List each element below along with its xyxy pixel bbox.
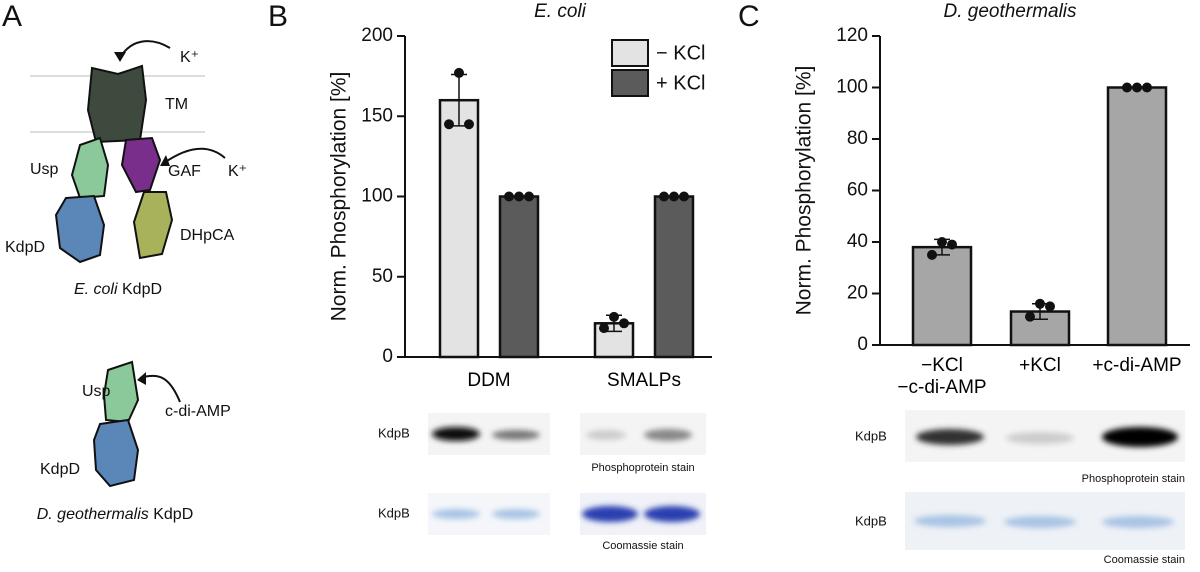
bar bbox=[911, 245, 973, 347]
x-tick-label: −KCl −c-di-AMP bbox=[897, 355, 987, 398]
diagram-label: TM bbox=[165, 96, 188, 113]
diagram-label: GAF bbox=[168, 163, 201, 180]
y-axis-label: Norm. Phosphorylation [%] bbox=[793, 66, 816, 316]
bar bbox=[1106, 86, 1168, 347]
legend-swatch bbox=[611, 69, 649, 97]
bar bbox=[438, 98, 480, 359]
diagram-label: K⁺ bbox=[228, 163, 247, 180]
gel-images bbox=[428, 410, 1185, 550]
data-point bbox=[504, 191, 514, 202]
diagram-label: c-di-AMP bbox=[165, 403, 231, 420]
gel-row-label: KdpB bbox=[378, 425, 410, 440]
gel-row-label: KdpB bbox=[855, 428, 887, 443]
data-point bbox=[609, 311, 619, 322]
x-tick-label-box: +c-di-AMP bbox=[1092, 355, 1182, 376]
data-point bbox=[1142, 82, 1152, 93]
data-point bbox=[679, 191, 689, 202]
data-point bbox=[464, 119, 474, 130]
data-point bbox=[1122, 82, 1132, 93]
data-point bbox=[619, 318, 629, 329]
stain-label: Coomassie stain bbox=[602, 540, 683, 552]
stain-label: Phosphoprotein stain bbox=[591, 462, 694, 474]
caption-italic: E. coli bbox=[74, 281, 118, 298]
legend-label: − KCl bbox=[656, 42, 705, 64]
panel-label: C bbox=[738, 0, 760, 33]
y-tick-label: 100 bbox=[836, 77, 868, 98]
chart-title: D. geothermalis bbox=[943, 1, 1077, 22]
x-tick-label-box: DDM bbox=[467, 370, 511, 391]
x-tick-label-box: −KCl −c-di-AMP bbox=[897, 355, 987, 398]
caption: KdpD bbox=[149, 506, 193, 523]
data-point bbox=[599, 323, 609, 334]
x-tick-label-box: SMALPs bbox=[607, 370, 681, 391]
y-tick-label: 150 bbox=[361, 105, 393, 126]
x-tick-label: +KCl bbox=[1019, 355, 1061, 376]
x-tick-label: DDM bbox=[467, 370, 511, 391]
data-point bbox=[659, 191, 669, 202]
diagram-label: KdpD bbox=[40, 461, 80, 478]
y-tick-label: 120 bbox=[836, 25, 868, 46]
y-axis-label: Norm. Phosphorylation [%] bbox=[328, 72, 351, 322]
y-tick-label: 50 bbox=[372, 266, 393, 287]
data-point bbox=[669, 191, 679, 202]
panel-label: B bbox=[268, 0, 288, 33]
diagram-label: K⁺ bbox=[180, 49, 199, 66]
data-point bbox=[454, 67, 464, 78]
diagram-label: DHpCA bbox=[180, 227, 235, 244]
y-tick-label: 80 bbox=[847, 128, 868, 149]
gel-row-label: KdpB bbox=[855, 513, 887, 528]
data-point bbox=[927, 249, 937, 260]
data-point bbox=[524, 191, 534, 202]
diagram-label: Usp bbox=[82, 383, 111, 400]
x-tick-label-box: +KCl bbox=[1019, 355, 1061, 376]
data-point bbox=[1132, 82, 1142, 93]
y-tick-label: 20 bbox=[847, 283, 868, 304]
diagram-caption: E. coli KdpD bbox=[74, 281, 162, 298]
diagram-label: KdpD bbox=[5, 239, 45, 256]
x-tick-label: +c-di-AMP bbox=[1092, 355, 1182, 376]
bar bbox=[498, 195, 540, 359]
data-point bbox=[444, 119, 454, 130]
caption-italic: D. geothermalis bbox=[37, 506, 149, 523]
chart-title: E. coli bbox=[534, 1, 587, 22]
data-point bbox=[514, 191, 524, 202]
gel-row-label: KdpB bbox=[378, 505, 410, 520]
y-tick-label: 100 bbox=[361, 186, 393, 207]
y-tick-label: 60 bbox=[847, 180, 868, 201]
diagram bbox=[30, 40, 226, 488]
y-tick-label: 0 bbox=[857, 334, 868, 355]
diagram-label: Usp bbox=[30, 161, 59, 178]
y-tick-label: 200 bbox=[361, 25, 393, 46]
caption: KdpD bbox=[118, 281, 162, 298]
y-tick-label: 0 bbox=[382, 346, 393, 367]
data-point bbox=[1025, 311, 1035, 322]
data-point bbox=[1045, 301, 1055, 312]
legend-label: + KCl bbox=[656, 72, 705, 94]
data-point bbox=[1035, 298, 1045, 309]
stain-label: Coomassie stain bbox=[1104, 554, 1185, 566]
legend-swatch bbox=[611, 39, 649, 67]
data-point bbox=[947, 239, 957, 250]
data-point bbox=[937, 237, 947, 247]
stain-label: Phosphoprotein stain bbox=[1082, 473, 1185, 485]
diagram-caption: D. geothermalis KdpD bbox=[37, 506, 194, 523]
x-tick-label: SMALPs bbox=[607, 370, 681, 391]
bar bbox=[653, 195, 695, 359]
panel-label: A bbox=[2, 0, 22, 33]
y-tick-label: 40 bbox=[847, 231, 868, 252]
